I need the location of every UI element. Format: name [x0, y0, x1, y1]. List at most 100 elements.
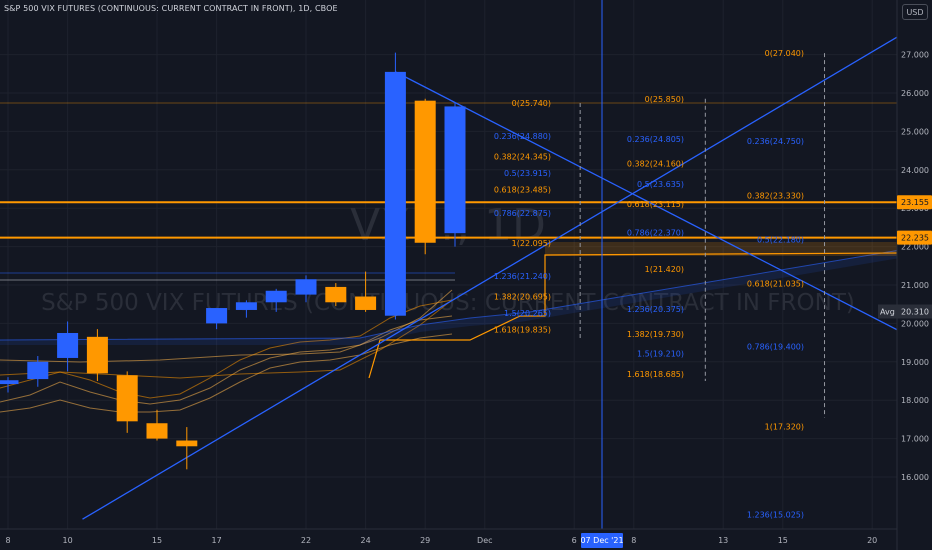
fib-level-label: 0.786(22.370) [627, 228, 684, 237]
y-tick-label: 19.000 [901, 358, 929, 367]
indicator-line [0, 299, 453, 379]
y-tick-label: 27.000 [901, 51, 929, 60]
y-tick-label: 16.000 [901, 473, 929, 482]
fib-level-label: 0.5(22.180) [757, 236, 804, 245]
fib-level-label: 0.618(21.035) [747, 280, 804, 289]
fib-level-label: 1.618(19.835) [494, 326, 551, 335]
x-tick-label: Dec [477, 536, 492, 545]
avg-tag [878, 304, 897, 319]
indicator-channel [0, 250, 900, 345]
candles [0, 52, 466, 470]
fib-level-label: 0.5(23.915) [504, 169, 551, 178]
currency-button[interactable]: USD [902, 4, 928, 20]
indicator-line [0, 299, 453, 399]
fib-level-label: 1.236(21.240) [494, 272, 551, 281]
candle-body [235, 302, 257, 310]
trendline [82, 19, 927, 520]
fib-level-label: 0.618(23.115) [627, 200, 684, 209]
y-tick-label: 17.000 [901, 435, 929, 444]
fib-level-label: 0.236(24.805) [627, 135, 684, 144]
x-tick-label: 20 [867, 536, 877, 545]
x-tick-label: 15 [778, 536, 788, 545]
y-tick-label: 20.000 [901, 319, 929, 328]
candle-body [57, 333, 79, 358]
x-tick-label: 8 [631, 536, 636, 545]
fib-level-label: 0(25.740) [512, 99, 551, 108]
fib-level-label: 1.5(20.265) [504, 309, 551, 318]
grid [0, 0, 897, 529]
price-badge-label: 22.235 [901, 234, 929, 243]
fib-level-label: 0.382(24.345) [494, 153, 551, 162]
fib-level-label: 1.5(19.210) [637, 350, 684, 359]
crosshair-date-badge [581, 533, 623, 548]
fib-level-label: 1.236(15.025) [747, 510, 804, 519]
fib-level-label: 1(21.420) [645, 265, 684, 274]
candle-body [176, 440, 198, 447]
fib-level-label: 0.236(24.880) [494, 132, 551, 141]
avg-price-badge [897, 304, 932, 319]
candle-body [27, 361, 49, 380]
avg-tag-label: Avg [880, 307, 895, 316]
y-tick-label: 22.000 [901, 243, 929, 252]
indicator-line [0, 249, 901, 341]
candle-body [355, 296, 377, 310]
x-tick-label: 15 [152, 536, 162, 545]
fib-levels: 0(25.740) 0.236(24.880) 0.382(24.345) 0.5(2… [494, 49, 826, 519]
y-tick-label: 25.000 [901, 127, 929, 136]
candle-body [444, 106, 466, 234]
fib-level-label: 0.236(24.750) [747, 137, 804, 146]
candle-body [0, 380, 19, 385]
x-tick-label: 29 [420, 536, 430, 545]
x-tick-label: 6 [572, 536, 577, 545]
fib-level-label: 0.382(23.330) [747, 192, 804, 201]
time-axis [0, 529, 897, 550]
indicator-fill [545, 242, 897, 256]
candle-body [384, 71, 406, 316]
trendlines [82, 19, 927, 520]
y-tick-label: 18.000 [901, 396, 929, 405]
candle-body [116, 375, 138, 422]
price-badge [897, 230, 932, 245]
avg-price-label: 20.310 [901, 307, 929, 316]
fib-level-label: 1.382(20.695) [494, 293, 551, 302]
x-tick-label: 22 [301, 536, 311, 545]
indicator-step [368, 252, 901, 379]
fib-level-label: 0.5(23.635) [637, 180, 684, 189]
indicator-bands [0, 242, 901, 413]
symbol-header: S&P 500 VIX FUTURES (CONTINUOUS: CURRENT… [4, 4, 338, 13]
candle-body [265, 290, 287, 303]
trendline [395, 71, 927, 346]
candle-body [86, 336, 108, 374]
fib-level-label: 0(25.850) [645, 95, 684, 104]
y-tick-label: 26.000 [901, 89, 929, 98]
fib-level-label: 1(17.320) [765, 422, 804, 431]
candle-body [325, 286, 347, 303]
fib-level-label: 0.618(23.485) [494, 186, 551, 195]
candle-body [146, 423, 168, 439]
fib-level-label: 1(22.095) [512, 239, 551, 248]
indicator-line [0, 333, 453, 413]
x-tick-label: 24 [361, 536, 371, 545]
candle-body [295, 279, 317, 295]
x-tick-label: 17 [212, 536, 222, 545]
y-tick-label: 21.000 [901, 281, 929, 290]
candle-body [414, 100, 436, 243]
fib-level-label: 1.236(20.375) [627, 305, 684, 314]
fib-level-label: 0.786(22.875) [494, 209, 551, 218]
fib-level-label: 1.382(19.730) [627, 330, 684, 339]
fib-level-label: 0(27.040) [765, 49, 804, 58]
x-tick-label: 13 [718, 536, 728, 545]
price-badge-label: 23.155 [901, 198, 929, 207]
y-tick-label: 24.000 [901, 166, 929, 175]
price-axis [897, 0, 932, 550]
x-tick-label: 8 [5, 536, 10, 545]
fib-level-label: 1.618(18.685) [627, 370, 684, 379]
candle-body [206, 308, 228, 324]
price-badge [897, 195, 932, 210]
x-tick-label: 10 [63, 536, 73, 545]
fib-level-label: 0.382(24.160) [627, 160, 684, 169]
indicator-line [0, 315, 453, 405]
fib-level-label: 0.786(19.400) [747, 342, 804, 351]
